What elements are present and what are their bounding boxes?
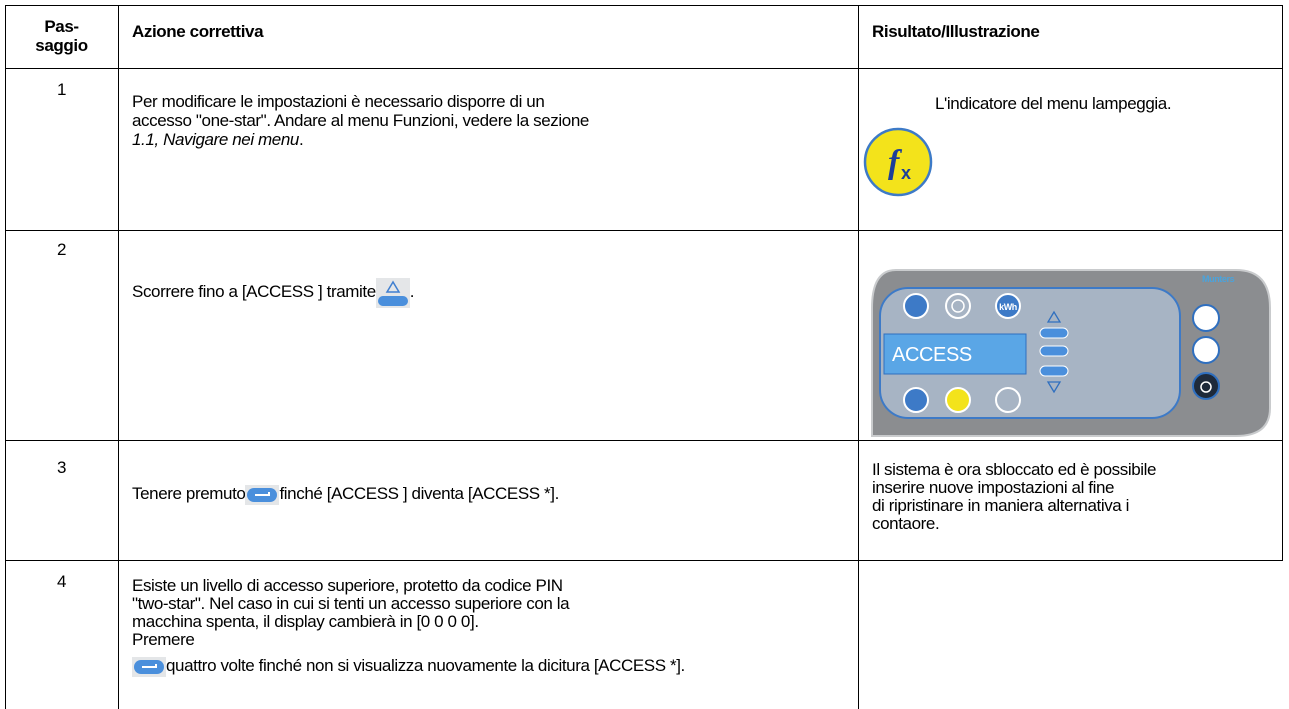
header-step: Pas-saggio [5,17,118,55]
text: di ripristinare in maniera alternativa i [872,496,1130,515]
text: Per modificare le impostazioni è necessa… [132,92,545,111]
reference: 1.1, Navigare nei menu [132,130,299,149]
up-button-icon [375,277,410,308]
rule [5,230,1283,231]
text: contaore. [872,514,940,533]
header-action: Azione correttiva [132,22,264,41]
rule [5,5,1283,6]
rule [118,5,119,709]
text: accesso "one-star". Andare al menu Funzi… [132,111,589,130]
rule [5,440,1283,441]
text: quattro volte finché non si visualizza n… [166,656,685,675]
header-result: Risultato/Illustrazione [872,22,1040,41]
action: Per modificare le impostazioni è necessa… [132,92,589,149]
text: . [409,282,415,301]
step: 2 [56,240,67,259]
action: Tenere premuto finché [ACCESS ] diventa [… [132,478,559,510]
text: saggio [35,36,88,55]
rule [5,5,6,709]
result: Il sistema è ora sbloccato ed è possibil… [872,461,1156,533]
rule [5,68,1283,69]
text: macchina spenta, il display cambierà in … [132,612,479,631]
icon-label: x [901,163,911,183]
step: 4 [56,572,67,591]
enter-button-icon [245,484,280,505]
action: quattro volte finché non si visualizza n… [132,650,685,682]
text: inserire nuove impostazioni al fine [872,478,1115,497]
rule [1282,5,1283,560]
enter-button-icon [132,656,166,677]
action: Esiste un livello di accesso superiore, … [132,576,570,649]
rule [858,5,859,709]
step: 3 [56,458,67,477]
text: Esiste un livello di accesso superiore, … [132,576,563,595]
text: Tenere premuto [132,484,246,503]
text: Il sistema è ora sbloccato ed è possibil… [872,460,1157,479]
button-label: kWh [999,302,1017,312]
text: Pas- [44,17,79,36]
result: L'indicatore del menu lampeggia. [935,94,1172,113]
step: 1 [56,80,67,99]
text: "two-star". Nel caso in cui si tenti un … [132,594,570,613]
text: finché [ACCESS ] diventa [ACCESS *]. [279,484,559,503]
display-text: ACCESS [892,344,972,366]
controller-illustration: Munters kWh ACCESS [871,269,1271,437]
action: Scorrere fino a [ACCESS ] tramite. [132,276,415,308]
text: . [298,130,304,149]
rule [5,560,1283,561]
text: Scorrere fino a [ACCESS ] tramite [132,282,376,301]
brand: Munters [1202,274,1235,284]
fx-icon: f x [863,127,933,197]
text: Premere [132,630,195,649]
